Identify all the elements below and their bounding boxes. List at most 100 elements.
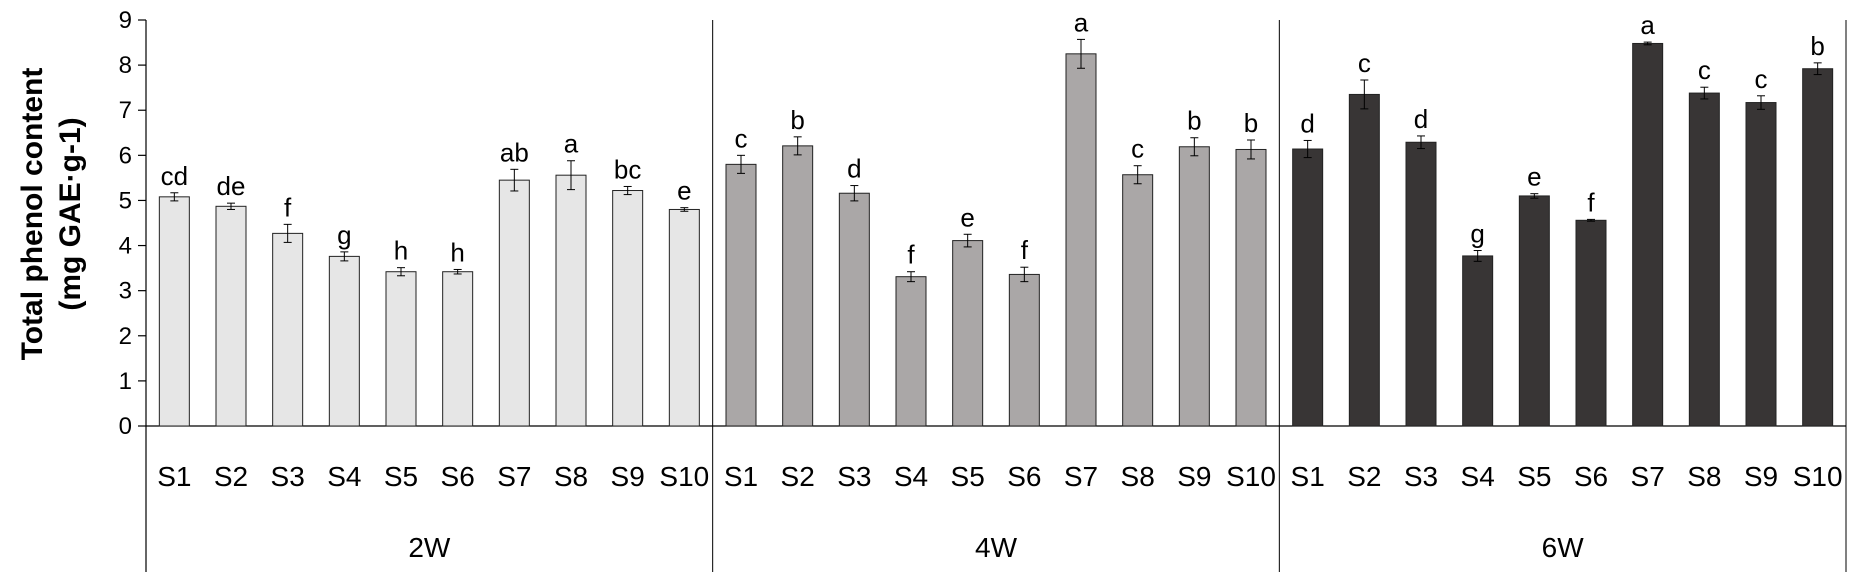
category-label: S1 [724, 461, 758, 492]
category-label: S1 [157, 461, 191, 492]
category-label: S10 [1793, 461, 1843, 492]
significance-label: b [790, 105, 804, 135]
significance-label: h [394, 236, 408, 266]
significance-label: a [1640, 10, 1655, 40]
category-label: S10 [659, 461, 709, 492]
significance-label: b [1187, 106, 1201, 136]
significance-label: e [960, 202, 974, 232]
bar [555, 174, 587, 427]
bar [215, 205, 247, 427]
category-label: S6 [1007, 461, 1041, 492]
category-label: S9 [611, 461, 645, 492]
category-label: S4 [327, 461, 361, 492]
bar [1348, 93, 1380, 427]
y-tick-label: 1 [119, 368, 132, 395]
category-label: S1 [1291, 461, 1325, 492]
category-label: S8 [554, 461, 588, 492]
bar [272, 232, 304, 427]
category-label: S7 [497, 461, 531, 492]
significance-label: de [217, 171, 246, 201]
significance-label: c [1755, 64, 1768, 94]
significance-label: a [564, 129, 579, 159]
significance-label: g [337, 220, 351, 250]
category-label: S8 [1687, 461, 1721, 492]
category-label: S7 [1064, 461, 1098, 492]
bar [1178, 146, 1210, 427]
significance-label: ab [500, 137, 529, 167]
significance-label: e [1527, 162, 1541, 192]
category-label: S4 [894, 461, 928, 492]
bar [1122, 174, 1154, 427]
category-label: S7 [1631, 461, 1665, 492]
category-label: S6 [1574, 461, 1608, 492]
bar [158, 196, 190, 427]
y-tick-label: 9 [119, 7, 132, 34]
significance-label: f [1021, 235, 1029, 265]
significance-label: f [907, 240, 915, 270]
category-label: S2 [781, 461, 815, 492]
y-tick-label: 4 [119, 233, 132, 260]
bar [1235, 148, 1267, 427]
bar [1802, 68, 1834, 427]
significance-label: c [1698, 55, 1711, 85]
significance-label: cd [161, 161, 188, 191]
bar [1065, 53, 1097, 427]
y-tick-label: 2 [119, 323, 132, 350]
significance-label: f [284, 192, 292, 222]
bar [952, 240, 984, 427]
y-axis-label-line2: (mg GAE·g-1) [54, 117, 87, 310]
y-tick-label: 8 [119, 52, 132, 79]
category-label: S6 [441, 461, 475, 492]
bar [1688, 92, 1720, 427]
significance-label: c [735, 123, 748, 153]
significance-label: d [1300, 108, 1314, 138]
significance-label: c [1131, 134, 1144, 164]
bar [725, 163, 757, 427]
y-tick-label: 3 [119, 278, 132, 305]
significance-label: bc [614, 154, 641, 184]
significance-label: f [1587, 187, 1595, 217]
bar [1745, 102, 1777, 427]
group-label: 4W [975, 532, 1018, 563]
plot-area: 0123456789cdS1deS2fS3gS4hS5hS6abS7aS8bcS… [119, 7, 1847, 572]
bar [385, 271, 417, 427]
category-label: S3 [271, 461, 305, 492]
significance-label: b [1244, 108, 1258, 138]
category-label: S3 [837, 461, 871, 492]
bar [1518, 195, 1550, 427]
category-label: S2 [214, 461, 248, 492]
significance-label: d [1414, 104, 1428, 134]
category-label: S5 [1517, 461, 1551, 492]
category-label: S4 [1461, 461, 1495, 492]
category-label: S2 [1347, 461, 1381, 492]
significance-label: c [1358, 48, 1371, 78]
significance-label: b [1810, 31, 1824, 61]
bar [838, 192, 870, 427]
group-label: 2W [408, 532, 451, 563]
bar [668, 208, 700, 427]
category-label: S9 [1177, 461, 1211, 492]
y-tick-label: 0 [119, 413, 132, 440]
bar [1405, 141, 1437, 427]
bar [1462, 255, 1494, 427]
group-label: 6W [1542, 532, 1585, 563]
significance-label: d [847, 154, 861, 184]
category-label: S5 [384, 461, 418, 492]
significance-label: h [450, 237, 464, 267]
bar [1292, 148, 1324, 427]
bar [612, 190, 644, 427]
bar [1008, 273, 1040, 427]
significance-label: a [1074, 7, 1089, 37]
category-label: S5 [951, 461, 985, 492]
y-tick-label: 5 [119, 187, 132, 214]
bar [1575, 219, 1607, 427]
y-axis-label-line1: Total phenol content [16, 68, 49, 361]
category-label: S9 [1744, 461, 1778, 492]
bar [442, 271, 474, 427]
y-tick-label: 6 [119, 142, 132, 169]
bar [782, 145, 814, 427]
significance-label: e [677, 176, 691, 206]
y-tick-label: 7 [119, 97, 132, 124]
category-label: S8 [1121, 461, 1155, 492]
